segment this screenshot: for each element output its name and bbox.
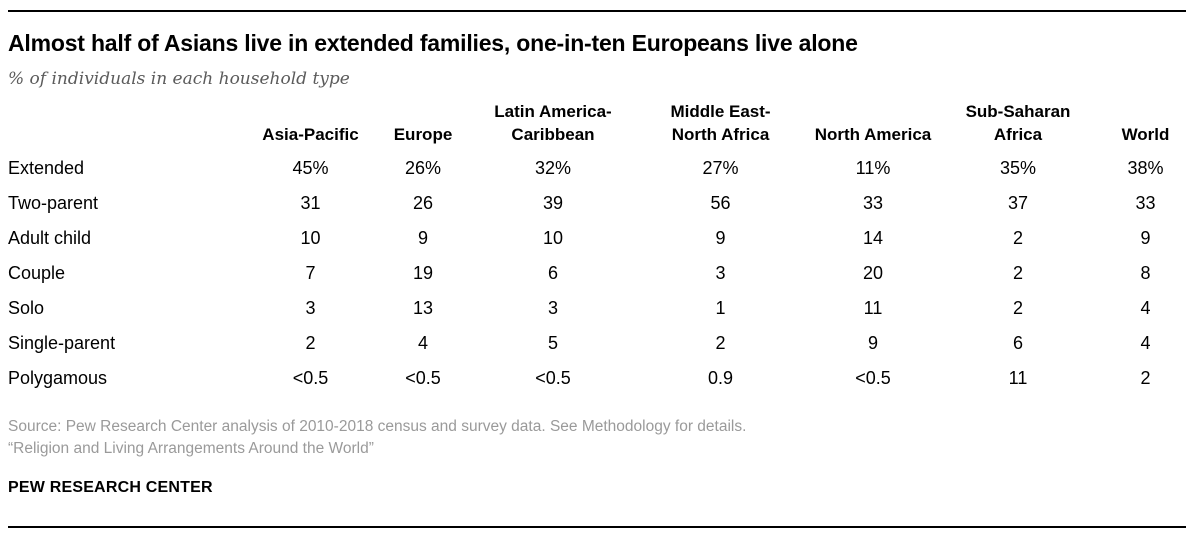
cell-value: 2: [715, 332, 726, 353]
table-row-polygamous: Polygamous <0.5 <0.5 <0.5 0.9 <0.5 11 2: [8, 361, 1193, 396]
cell-value: 31: [300, 192, 321, 213]
cell-value: 10: [542, 227, 564, 248]
cell-value: 6: [1012, 332, 1023, 353]
cell-value: 5: [547, 332, 558, 353]
cell-value: 32%: [534, 157, 572, 178]
cell-value: 37: [1007, 192, 1029, 213]
cell-value: 35%: [999, 157, 1037, 178]
table-row-couple: Couple 7 19 6 3 20 2 8: [8, 256, 1193, 291]
cell-value: 3: [715, 262, 726, 283]
cell-value: 4: [1140, 297, 1151, 318]
row-label: Single-parent: [8, 332, 116, 353]
table-row-extended: Extended 45% 26% 32% 27% 11% 35% 38%: [8, 151, 1193, 186]
column-header-asia-pacific: Asia-Pacific: [262, 124, 359, 144]
cell-value: 39: [542, 192, 564, 213]
cell-value: 4: [1140, 332, 1151, 353]
cell-value: 10: [300, 227, 321, 248]
cell-value: 20: [862, 262, 884, 283]
cell-value: 6: [547, 262, 558, 283]
cell-value: 4: [417, 332, 428, 353]
column-header-latin-america-caribbean: Latin America- Caribbean: [494, 102, 612, 144]
bottom-rule: [8, 526, 1186, 528]
row-label: Adult child: [8, 227, 92, 248]
cell-value: 2: [1140, 367, 1151, 388]
cell-value: 11%: [855, 157, 891, 178]
cell-value: 9: [1140, 227, 1151, 248]
corner-cell: [8, 101, 248, 150]
cell-value: 19: [412, 262, 434, 283]
cell-value: <0.5: [855, 367, 891, 388]
cell-value: 9: [417, 227, 428, 248]
report-title-line: “Religion and Living Arrangements Around…: [8, 439, 374, 457]
cell-value: 38%: [1127, 157, 1164, 178]
column-header-europe: Europe: [393, 124, 453, 144]
source-block: Source: Pew Research Center analysis of …: [0, 396, 1200, 460]
cell-value: 8: [1140, 262, 1151, 283]
cell-value: <0.5: [405, 367, 441, 388]
cell-value: <0.5: [292, 367, 329, 388]
column-header-world: World: [1121, 124, 1170, 144]
cell-value: <0.5: [535, 367, 571, 388]
cell-value: 56: [710, 192, 731, 213]
cell-value: 11: [1008, 367, 1028, 388]
column-header-middle-east-north-africa: Middle East- North Africa: [670, 102, 771, 144]
cell-value: 33: [862, 192, 884, 213]
cell-value: 11: [863, 297, 883, 318]
table-header-row: Asia-Pacific Europe Latin America- Carib…: [8, 101, 1193, 150]
table-row-adult-child: Adult child 10 9 10 9 14 2 9: [8, 221, 1193, 256]
source-line: Source: Pew Research Center analysis of …: [8, 417, 747, 435]
cell-value: 13: [412, 297, 434, 318]
cell-value: 45%: [292, 157, 329, 178]
row-label: Extended: [8, 157, 85, 178]
pew-research-center-wordmark: PEW RESEARCH CENTER: [8, 478, 213, 496]
cell-value: 27%: [702, 157, 739, 178]
cell-value: 1: [715, 297, 726, 318]
figure-title: Almost half of Asians live in extended f…: [8, 30, 858, 56]
row-label: Solo: [8, 297, 45, 318]
cell-value: 2: [1012, 227, 1023, 248]
cell-value: 2: [1012, 297, 1023, 318]
table-row-two-parent: Two-parent 31 26 39 56 33 37 33: [8, 186, 1193, 221]
top-rule: [8, 10, 1186, 12]
cell-value: 33: [1135, 192, 1156, 213]
cell-value: 9: [867, 332, 878, 353]
table-row-single-parent: Single-parent 2 4 5 2 9 6 4: [8, 326, 1193, 361]
cell-value: 2: [305, 332, 316, 353]
cell-value: 14: [862, 227, 884, 248]
column-header-sub-saharan-africa: Sub-Saharan Africa: [965, 102, 1071, 144]
row-label: Couple: [8, 262, 66, 283]
cell-value: 26%: [404, 157, 442, 178]
cell-value: 7: [305, 262, 316, 283]
cell-value: 9: [715, 227, 726, 248]
cell-value: 26: [412, 192, 434, 213]
column-header-north-america: North America: [814, 124, 932, 144]
table-row-solo: Solo 3 13 3 1 11 2 4: [8, 291, 1193, 326]
cell-value: 3: [547, 297, 558, 318]
cell-value: 0.9: [707, 367, 734, 388]
household-type-table: Asia-Pacific Europe Latin America- Carib…: [8, 101, 1193, 395]
row-label: Polygamous: [8, 367, 108, 388]
figure-subtitle: % of individuals in each household type: [8, 69, 350, 90]
cell-value: 2: [1012, 262, 1023, 283]
row-label: Two-parent: [8, 192, 99, 213]
cell-value: 3: [305, 297, 316, 318]
